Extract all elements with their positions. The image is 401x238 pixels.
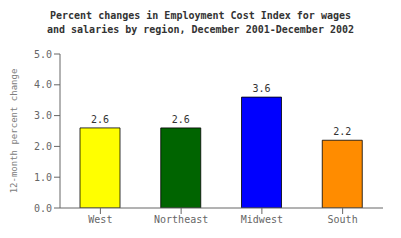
html-text:Percent changes in Employment: Percent changes in Employment Cost Index… [50, 10, 351, 21]
svg-text:3.6: 3.6 [252, 83, 270, 94]
svg-text:South: South [328, 214, 358, 225]
svg-text:2.0: 2.0 [34, 141, 52, 152]
svg-text:5.0: 5.0 [34, 49, 52, 60]
svg-text:West: West [88, 214, 112, 225]
svg-text:2.2: 2.2 [333, 126, 351, 137]
svg-text:3.0: 3.0 [34, 110, 52, 121]
html-text:and salaries by region, Decemb: and salaries by region, December 2001-De… [47, 24, 354, 35]
svg-text:2.6: 2.6 [91, 114, 109, 125]
svg-text:Northeast: Northeast [154, 214, 208, 225]
svg-text:Midwest: Midwest [241, 214, 283, 225]
svg-text:2.6: 2.6 [172, 114, 190, 125]
svg-text:1.0: 1.0 [34, 172, 52, 183]
svg-text:0.0: 0.0 [34, 203, 52, 214]
svg-text:12-month percent change: 12-month percent change [9, 69, 19, 194]
svg-text:4.0: 4.0 [34, 79, 52, 90]
